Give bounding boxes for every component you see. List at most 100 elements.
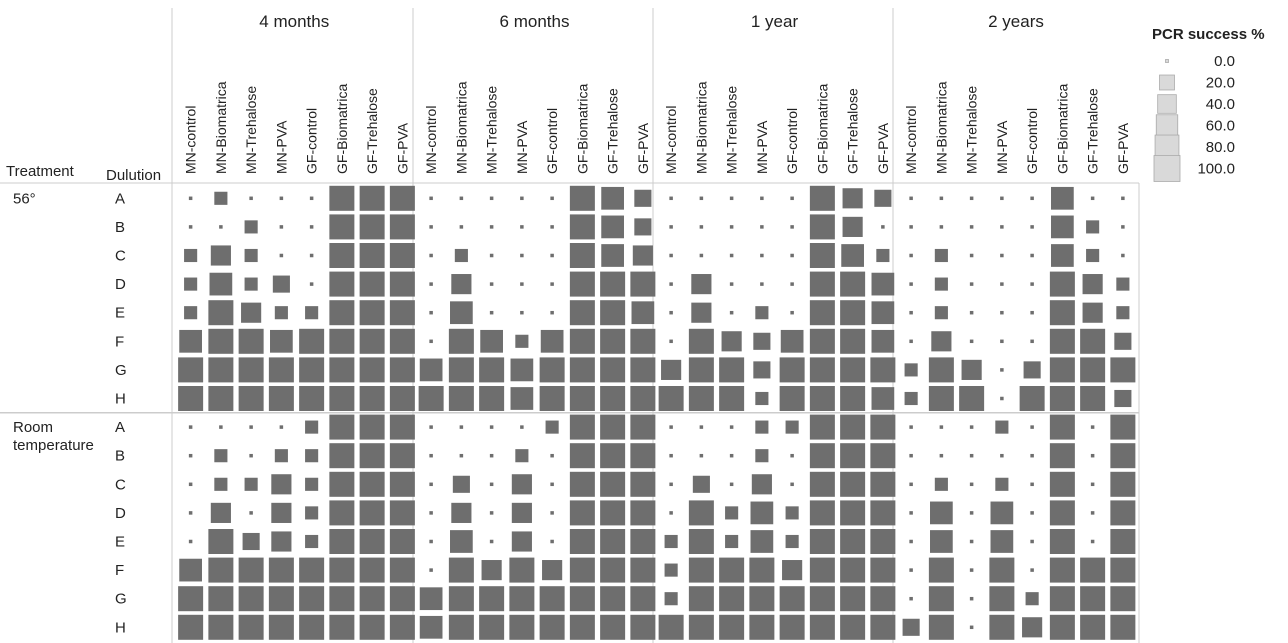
heatmap-cell	[452, 475, 470, 493]
heatmap-cell	[664, 592, 678, 606]
heatmap-cell	[749, 557, 775, 583]
heatmap-cell	[179, 558, 202, 582]
heatmap-cell	[299, 357, 325, 383]
heatmap-cell	[699, 253, 704, 258]
heatmap-cell	[450, 530, 473, 553]
heatmap-cell	[359, 557, 385, 583]
heatmap-cell	[188, 511, 193, 515]
heatmap-cell	[509, 586, 535, 612]
heatmap-cell	[664, 534, 678, 549]
heatmap-cell	[550, 282, 554, 286]
heatmap-cell	[429, 282, 433, 286]
heatmap-cell	[1030, 568, 1034, 572]
heatmap-cell	[249, 453, 253, 458]
heatmap-cell	[725, 534, 739, 549]
heatmap-cell	[208, 386, 234, 411]
heatmap-cell	[249, 425, 253, 429]
heatmap-cell	[600, 471, 626, 497]
method-label: GF-PVA	[1115, 122, 1131, 174]
heatmap-cell	[1030, 310, 1034, 315]
heatmap-cell	[969, 425, 974, 429]
heatmap-cell	[969, 453, 974, 458]
heatmap-cell	[1080, 386, 1106, 411]
heatmap-cell	[600, 414, 626, 440]
heatmap-cell	[688, 557, 714, 583]
heatmap-cell	[1030, 196, 1034, 201]
heatmap-cell	[909, 225, 913, 229]
heatmap-cell	[840, 500, 866, 526]
dilution-label: A	[115, 190, 125, 207]
heatmap-cell	[1030, 482, 1034, 487]
heatmap-cell	[989, 557, 1015, 583]
heatmap-cell	[279, 196, 284, 201]
heatmap-cell	[569, 414, 595, 440]
heatmap-cell	[969, 253, 974, 258]
heatmap-cell	[550, 225, 554, 229]
method-label: MN-control	[423, 106, 439, 174]
heatmap-cell	[909, 482, 913, 487]
heatmap-cell	[1000, 253, 1004, 258]
heatmap-cell	[790, 196, 794, 201]
heatmap-cell	[840, 386, 866, 411]
heatmap-cell	[238, 557, 264, 583]
heatmap-cell	[359, 357, 385, 383]
heatmap-cell	[874, 189, 892, 207]
heatmap-cell	[1082, 274, 1103, 295]
method-label: GF-control	[544, 108, 560, 174]
heatmap-cell	[359, 414, 385, 440]
heatmap-cell	[510, 358, 534, 382]
heatmap-cell	[359, 243, 385, 268]
heatmap-cell	[489, 425, 494, 429]
heatmap-cell	[429, 511, 433, 515]
time-point-label: 6 months	[500, 12, 570, 31]
heatmap-cell	[969, 625, 974, 630]
heatmap-cell	[569, 529, 595, 554]
heatmap-cell	[969, 568, 974, 572]
heatmap-cell	[934, 477, 948, 491]
heatmap-cell	[244, 248, 258, 263]
heatmap-cell	[840, 271, 866, 297]
heatmap-cell	[600, 300, 626, 326]
heatmap-cell	[272, 275, 290, 293]
heatmap-cell	[755, 449, 769, 463]
heatmap-cell	[305, 477, 319, 491]
legend-label: 60.0	[1206, 118, 1235, 135]
legend-label: 100.0	[1197, 161, 1235, 178]
method-headers: MN-control MN-Biomatrica MN-Trehalose MN-PV…	[183, 81, 1131, 174]
method-label: MN-Trehalose	[243, 86, 259, 174]
heatmap-cell	[961, 359, 982, 380]
heatmap-cell	[779, 586, 805, 612]
heatmap-cell	[1030, 282, 1034, 286]
heatmap-cell	[1086, 220, 1100, 234]
heatmap-cell	[1030, 425, 1034, 429]
heatmap-cell	[1110, 471, 1136, 497]
method-label: MN-Biomatrica	[933, 81, 949, 174]
heatmap-cell	[1000, 196, 1004, 201]
heatmap-cell	[515, 449, 529, 463]
heatmap-cell	[661, 359, 682, 380]
heatmap-cell	[729, 310, 734, 315]
heatmap-cell	[870, 414, 896, 440]
heatmap-cell	[329, 300, 355, 326]
heatmap-cell	[271, 474, 292, 495]
heatmap-cell	[871, 329, 895, 353]
dilution-label: B	[115, 448, 125, 465]
heatmap-cell	[809, 300, 835, 326]
treatment-label: temperature	[13, 437, 94, 454]
heatmap-cells	[178, 185, 1136, 640]
heatmap-cell	[389, 357, 415, 383]
heatmap-cell	[1090, 425, 1095, 429]
heatmap-cell	[840, 414, 866, 440]
heatmap-cell	[840, 557, 866, 583]
heatmap-cell	[539, 386, 565, 411]
method-label: MN-PVA	[754, 120, 770, 174]
heatmap-cell	[329, 271, 355, 297]
heatmap-cell	[721, 331, 742, 352]
heatmap-cell	[1121, 253, 1125, 258]
heatmap-cell	[729, 425, 734, 429]
heatmap-cell	[309, 196, 314, 201]
heatmap-cell	[305, 420, 319, 434]
heatmap-cell	[520, 253, 524, 258]
heatmap-cell	[178, 614, 204, 640]
heatmap-cell	[630, 500, 656, 526]
